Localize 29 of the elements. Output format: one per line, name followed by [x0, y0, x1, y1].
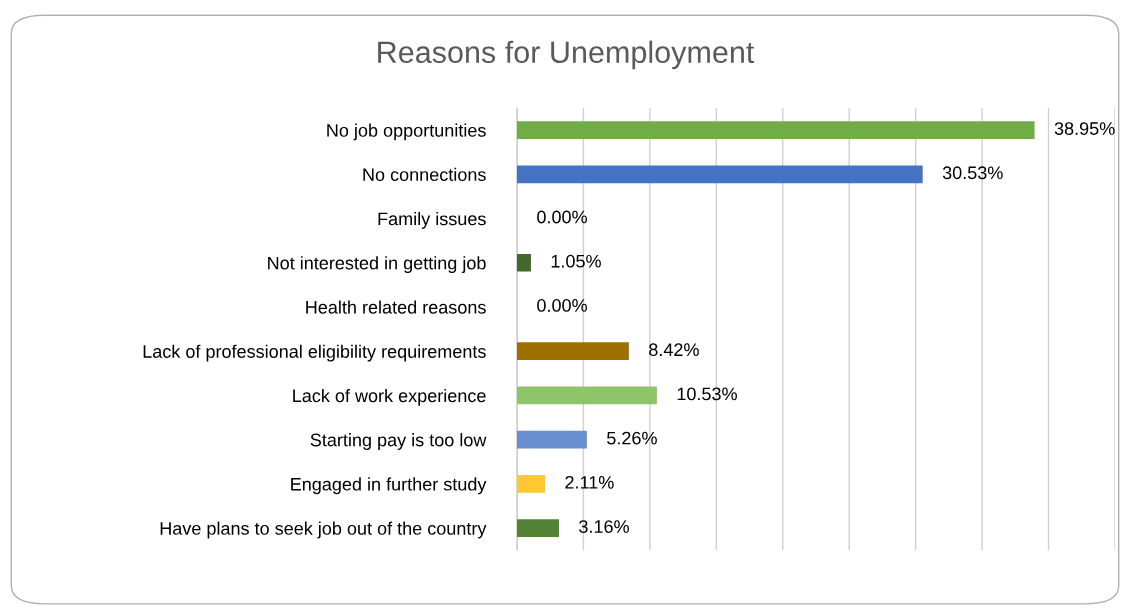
y-tick-label: Engaged in further study — [291, 477, 487, 495]
data-label: 3.16% — [579, 520, 629, 533]
y-tick-label: Lack of work experience — [293, 388, 486, 406]
y-tick-label: Not interested in getting job — [268, 256, 486, 274]
data-label: 8.42% — [649, 343, 699, 357]
bar — [516, 165, 923, 184]
data-label: 0.00% — [537, 210, 587, 224]
chart-title: Reasons for Unemployment — [378, 40, 755, 70]
y-tick-label: Family issues — [378, 211, 486, 229]
bar — [516, 342, 629, 361]
data-label: 1.05% — [551, 254, 601, 268]
y-tick-label: Have plans to seek job out of the country — [160, 521, 487, 539]
bar — [516, 121, 1035, 139]
data-label: 10.53% — [677, 387, 737, 401]
bar — [516, 519, 559, 537]
bar — [516, 475, 546, 493]
data-label: 0.00% — [537, 299, 587, 312]
y-tick-label: Lack of professional eligibility requirements — [143, 344, 486, 362]
y-tick-label: Health related reasons — [306, 300, 486, 314]
data-label: 2.11% — [565, 475, 614, 489]
data-label: 5.26% — [607, 431, 657, 445]
data-label: 38.95% — [1054, 122, 1115, 135]
y-tick-label: No connections — [363, 167, 486, 182]
bar — [516, 253, 531, 272]
bar — [516, 430, 587, 449]
y-tick-label: No job opportunities — [327, 123, 486, 141]
bar — [516, 386, 657, 405]
y-tick-label: Starting pay is too low — [310, 433, 487, 450]
data-label: 30.53% — [942, 166, 1003, 180]
